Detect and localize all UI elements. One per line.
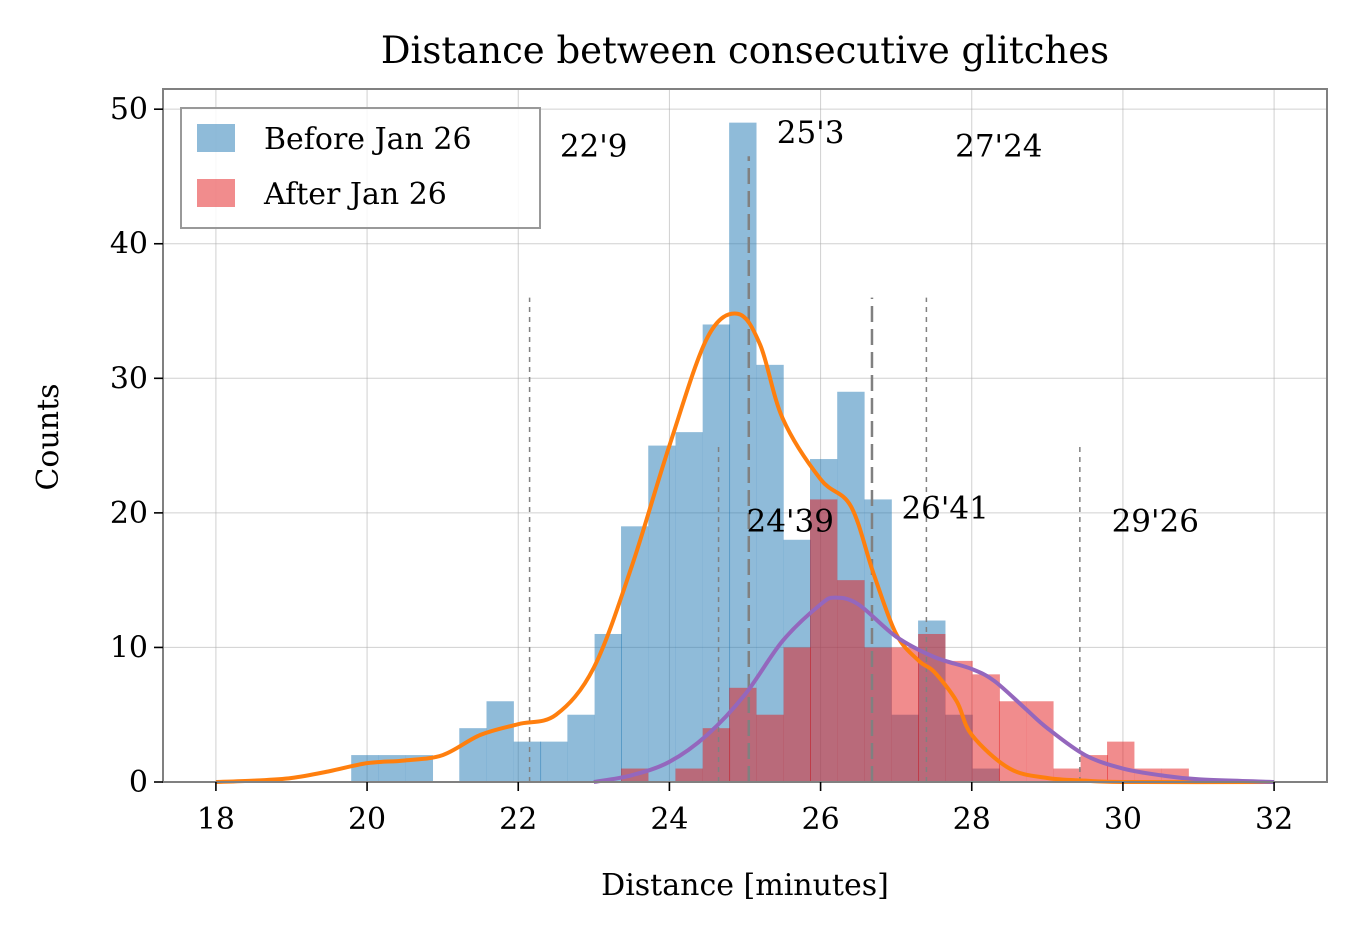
y-tick-label: 0: [129, 765, 148, 800]
kde-curve-1: [593, 595, 1275, 784]
y-axis-label: Counts: [31, 383, 66, 490]
legend-label: After Jan 26: [263, 177, 447, 212]
y-tick-label: 30: [110, 361, 148, 396]
x-axis-label: Distance [minutes]: [601, 868, 889, 903]
legend-box: [180, 107, 541, 229]
x-tick-label: 26: [801, 802, 839, 837]
histogram-bar-series-1: [675, 768, 703, 782]
annotation-label: 26'41: [901, 490, 988, 526]
x-tick-label: 28: [953, 802, 991, 837]
histogram-bar-series-0: [513, 741, 542, 782]
kde-curve-0: [215, 311, 1275, 785]
x-tick-label: 20: [348, 802, 386, 837]
histogram-bar-series-1: [945, 660, 973, 782]
histogram-bar-series-1: [891, 647, 920, 782]
kde-curves: [215, 311, 1275, 785]
histogram-bar-series-1: [972, 674, 1000, 782]
histogram-bar-series-0: [486, 701, 514, 782]
plot-frame: [162, 88, 1328, 783]
histogram-bar-series-0: [756, 364, 784, 782]
histogram-bar-series-0: [459, 728, 487, 782]
histogram-bar-series-0: [675, 432, 703, 782]
y-tick-label: 50: [110, 92, 148, 127]
annotation-label: 24'39: [747, 504, 834, 540]
x-tick-label: 32: [1255, 802, 1293, 837]
legend-swatch: [197, 179, 235, 207]
histogram-bar-series-0: [702, 324, 731, 782]
x-tick-label: 30: [1104, 802, 1142, 837]
histogram-bar-series-0: [729, 122, 757, 783]
x-axis: 18 20 22 24 26 28 30 32: [197, 782, 1293, 837]
histogram-bar-series-1: [1107, 741, 1135, 782]
legend: Before Jan 26 After Jan 26: [180, 107, 541, 229]
histogram-bar-series-0: [621, 526, 649, 782]
histogram-bar-series-1: [729, 687, 757, 782]
histogram-bar-series-1: [756, 714, 784, 782]
legend-swatch: [197, 124, 235, 152]
histogram-bar-series-1: [810, 499, 838, 782]
x-tick-label: 24: [650, 802, 688, 837]
histogram-bar-series-0: [351, 755, 379, 782]
histogram-bar-series-0: [540, 741, 568, 782]
x-tick-label: 22: [499, 802, 537, 837]
chart-title: Distance between consecutive glitches: [381, 29, 1109, 72]
annotation-label: 29'26: [1112, 504, 1199, 540]
annotations: 22'9 25'3 27'24 24'39 26'41 29'26: [560, 115, 1199, 540]
annotation-label: 25'3: [777, 115, 845, 151]
histogram-bar-series-1: [837, 580, 865, 782]
annotation-label: 27'24: [955, 128, 1042, 164]
y-tick-label: 40: [110, 227, 148, 262]
legend-label: Before Jan 26: [264, 122, 472, 157]
annotation-label: 22'9: [560, 128, 628, 164]
histogram-bar-series-1: [783, 647, 811, 782]
histogram-bar-series-1: [864, 647, 892, 782]
y-axis: 0 10 20 30 40 50: [110, 92, 163, 800]
y-tick-label: 20: [110, 496, 148, 531]
reference-lines: [528, 156, 1081, 782]
histogram-bars: [351, 122, 1189, 783]
histogram-bar-series-0: [567, 714, 595, 782]
x-tick-label: 18: [197, 802, 235, 837]
y-tick-label: 10: [110, 630, 148, 665]
